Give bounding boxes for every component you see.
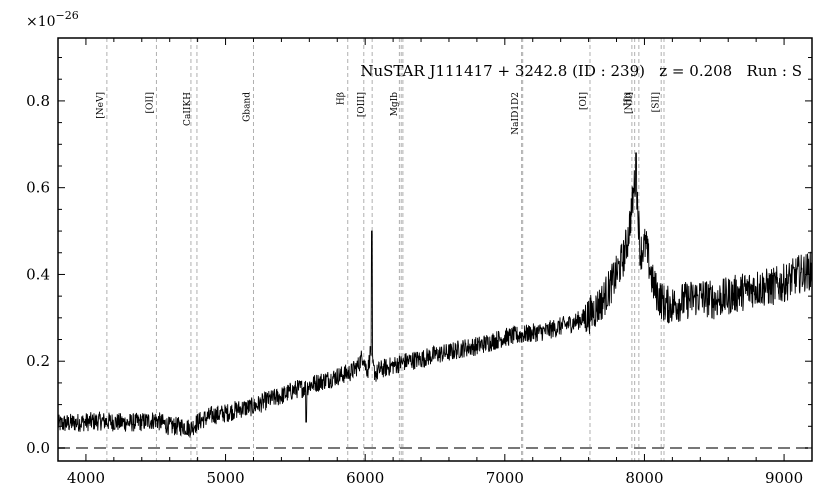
x-tick-label-3: 7000	[486, 469, 524, 487]
line-label-4: Hβ	[337, 92, 347, 105]
line-label-7: NaID1D2	[511, 92, 521, 135]
spectrum-line	[58, 152, 812, 438]
y-scale-base: ×10	[26, 14, 56, 30]
y-tick-label-3: 0.6	[26, 179, 50, 197]
line-label-1: [OII]	[145, 92, 155, 114]
y-scale-exponent: −26	[56, 9, 79, 22]
x-tick-label-0: 4000	[67, 469, 105, 487]
line-label-11: [SII]	[652, 92, 662, 112]
chart-title: NuSTAR J111417 + 3242.8 (ID : 239) z = 0…	[360, 62, 802, 80]
line-label-8: [OI]	[579, 92, 589, 110]
x-tick-label-2: 6000	[346, 469, 384, 487]
y-tick-label-2: 0.4	[26, 265, 50, 283]
line-label-2: CaIIKH	[183, 92, 193, 126]
y-scale-label: ×10−26	[26, 9, 79, 30]
line-label-5: [OIII]	[357, 92, 367, 117]
y-tick-label-0: 0.0	[26, 439, 50, 457]
x-tick-label-5: 9000	[765, 469, 803, 487]
x-tick-label-4: 8000	[625, 469, 663, 487]
y-tick-label-4: 0.8	[26, 92, 50, 110]
line-label-6: MgIb	[390, 92, 400, 117]
line-label-9: Hα	[624, 92, 634, 106]
line-label-0: [NeV]	[96, 92, 106, 119]
y-tick-label-1: 0.2	[26, 352, 50, 370]
x-tick-label-1: 5000	[206, 469, 244, 487]
line-label-3: Gband	[242, 92, 252, 122]
line-label-10: [NII]	[624, 92, 634, 114]
plot-frame	[57, 37, 813, 462]
